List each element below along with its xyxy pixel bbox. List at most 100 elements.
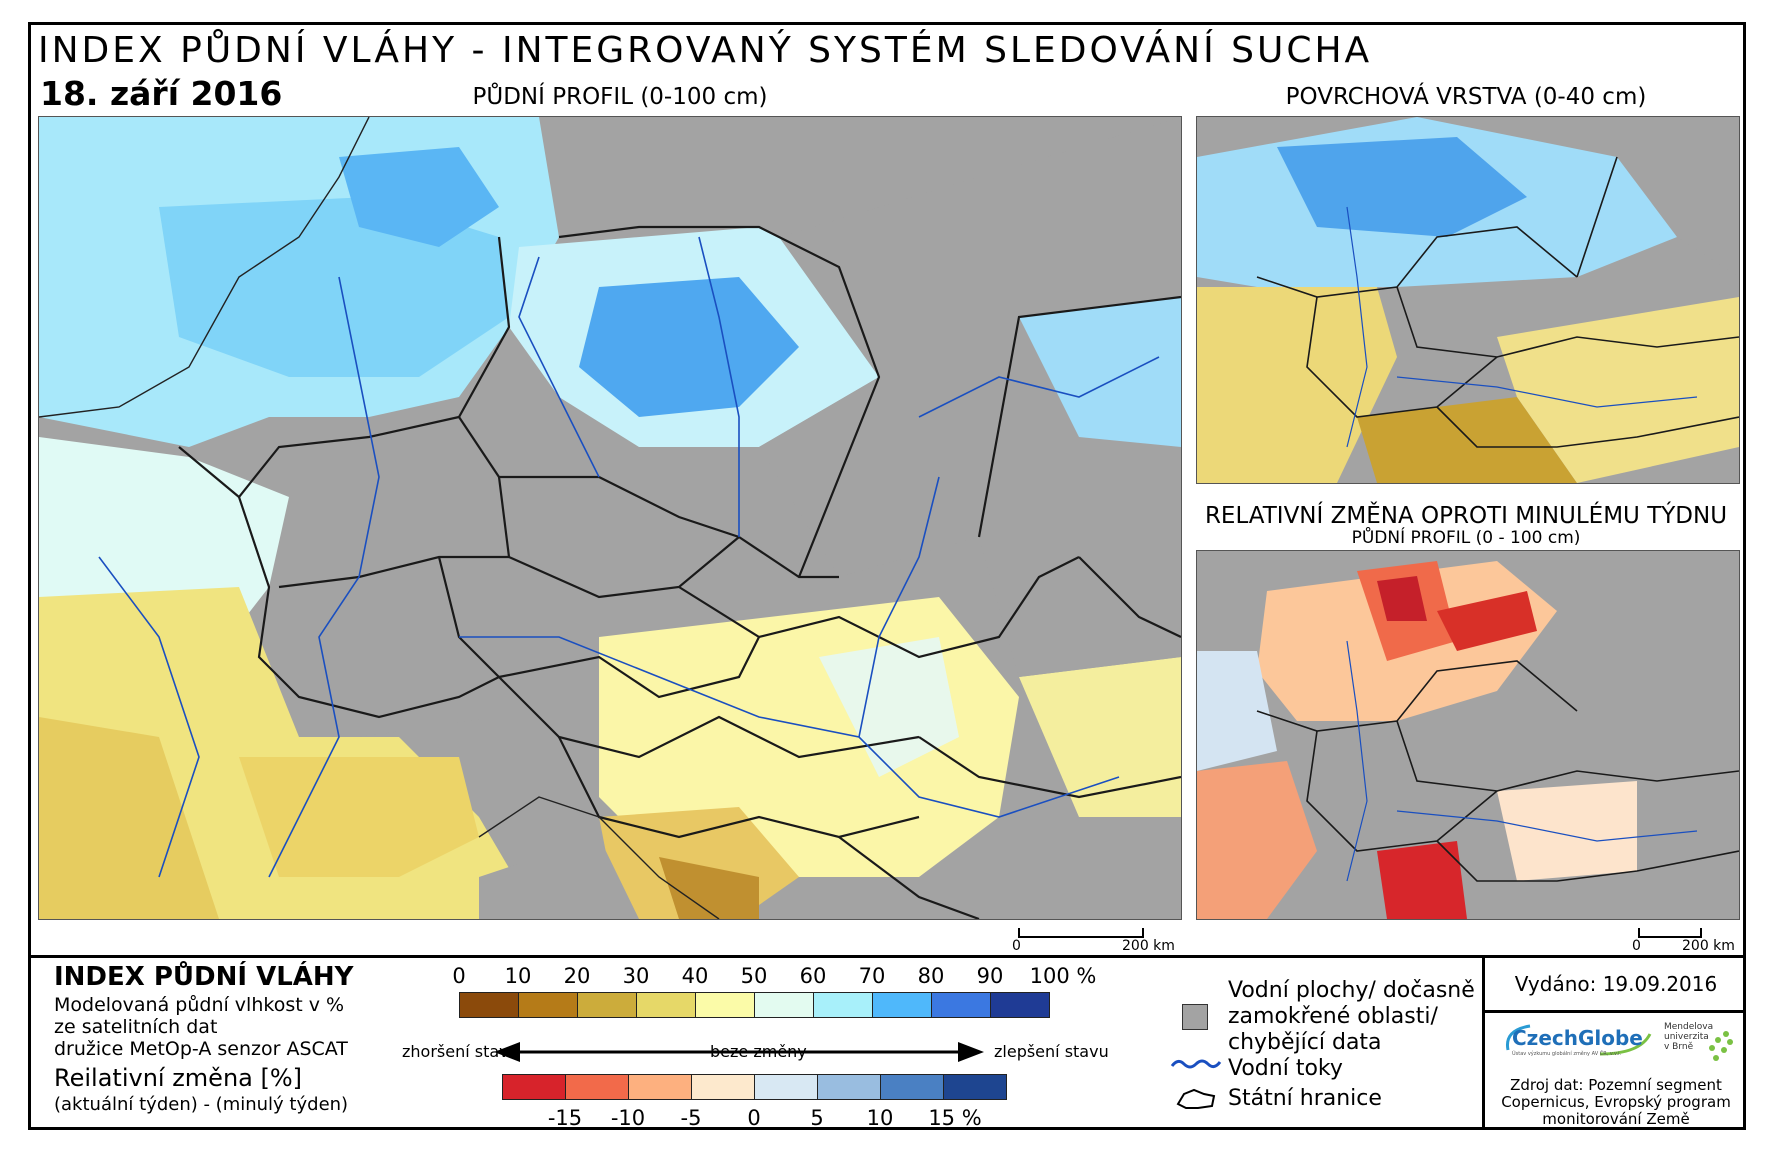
dry-region-romania	[1019, 657, 1181, 817]
source-line-1: Zdroj dat: Pozemní segment	[1510, 1076, 1722, 1094]
czechglobe-subtitle: Ústav výzkumu globální změny AV ČR, v.v.…	[1512, 1051, 1622, 1057]
wet-region-belarus	[1019, 297, 1181, 447]
change-swatch	[943, 1074, 1007, 1100]
borders-label: Státní hranice	[1228, 1086, 1382, 1111]
moisture-swatch	[754, 992, 814, 1018]
legend-desc-1: Modelovaná půdní vlhkost v %	[54, 994, 345, 1016]
czechglobe-logo: CzechGlobe Ústav výzkumu globální změny …	[1500, 1020, 1660, 1060]
mendel-line-3: v Brně	[1664, 1042, 1694, 1052]
figure-frame	[28, 22, 1746, 1130]
nodata-swatch	[1182, 1004, 1208, 1030]
small-scalebar-zero: 0	[1632, 938, 1641, 954]
arrow-left-label: zhoršení stavu	[402, 1042, 519, 1061]
change-scale-label: 0	[747, 1106, 761, 1130]
change-scale-label: 15 %	[928, 1106, 982, 1130]
surface-dry-east	[1497, 297, 1739, 483]
nodata-ukraine	[979, 537, 1181, 677]
moisture-swatch	[459, 992, 519, 1018]
date-label: 18. září 2016	[40, 74, 283, 113]
moisture-swatch	[872, 992, 932, 1018]
change-nodata	[1557, 551, 1739, 751]
legend-desc-2: ze satelitních dat	[54, 1016, 218, 1038]
adriatic-sea	[479, 837, 639, 919]
nodata-east	[759, 117, 1181, 577]
change-scale-label: 5	[810, 1106, 824, 1130]
main-map	[38, 116, 1182, 920]
moisture-scale-label: 60	[799, 964, 827, 988]
change-swatch	[565, 1074, 629, 1100]
legend-separator	[28, 955, 1746, 958]
wet-region-poland-core	[579, 277, 799, 417]
legend-change-desc: (aktuální týden) - (minulý týden)	[54, 1094, 349, 1115]
coastlines	[39, 117, 720, 919]
moisture-scale-label: 90	[976, 964, 1004, 988]
rivers	[98, 236, 1160, 878]
main-scalebar-label: 200 km	[1122, 938, 1175, 954]
change-map-canvas	[1197, 551, 1739, 919]
dry-region-adriatic	[659, 857, 759, 919]
neutral-region-hungary	[819, 637, 959, 777]
source-line-3: monitorování Země	[1542, 1110, 1690, 1128]
moisture-swatch	[577, 992, 637, 1018]
water-label-2: zamokřené oblasti/	[1228, 1004, 1438, 1029]
border-symbol-icon	[1176, 1088, 1216, 1109]
surface-rivers	[1346, 206, 1698, 448]
change-minus15-poland	[1437, 591, 1537, 651]
state-borders	[178, 225, 1181, 919]
change-swatch	[628, 1074, 692, 1100]
moisture-swatch	[813, 992, 873, 1018]
change-scale-label: -10	[610, 1106, 646, 1130]
change-swatch	[880, 1074, 944, 1100]
moisture-swatch	[695, 992, 755, 1018]
main-scalebar	[1018, 928, 1144, 938]
moisture-scale-label: 100 %	[1029, 964, 1097, 988]
source-line-2: Copernicus, Evropský program	[1501, 1093, 1731, 1111]
change-borders	[1256, 660, 1739, 882]
moisture-swatch	[931, 992, 991, 1018]
moisture-scale-label: 80	[917, 964, 945, 988]
water-label-1: Vodní plochy/ dočasně	[1228, 978, 1475, 1003]
change-minus5-southwest	[1197, 761, 1317, 919]
main-map-title: PŮDNÍ PROFIL (0-100 cm)	[472, 84, 768, 110]
surface-dry-west	[1197, 287, 1397, 483]
change-plus5-west	[1197, 651, 1277, 771]
issued-divider	[1482, 1010, 1746, 1013]
mendel-logo: Mendelova univerzita v Brně	[1664, 1022, 1740, 1066]
change-swatch	[502, 1074, 566, 1100]
change-minus15-italy	[1377, 841, 1467, 919]
change-zero-balkans	[1497, 781, 1637, 881]
change-swatch	[754, 1074, 818, 1100]
surface-map	[1196, 116, 1740, 484]
nodata-alps	[299, 637, 499, 737]
change-scale-label: -15	[547, 1106, 583, 1130]
legend-change-title: Reilativní změna [%]	[54, 1064, 303, 1092]
change-rivers	[1346, 640, 1698, 882]
surface-map-title: POVRCHOVÁ VRSTVA (0-40 cm)	[1285, 84, 1647, 110]
moisture-swatch	[518, 992, 578, 1018]
river-symbol-icon	[1170, 1059, 1222, 1069]
water-label-3: chybějící data	[1228, 1030, 1382, 1055]
moisture-scale-label: 30	[622, 964, 650, 988]
dry-region-southwest	[39, 717, 219, 919]
mendel-dots-icon	[1709, 1031, 1733, 1061]
small-scalebar	[1638, 928, 1702, 938]
rivers-label: Vodní toky	[1228, 1056, 1343, 1081]
main-map-canvas	[39, 117, 1181, 919]
moisture-scale-label: 20	[563, 964, 591, 988]
change-scale-label: 10	[866, 1106, 894, 1130]
surface-nodata	[1617, 117, 1739, 277]
arrow-right-label: zlepšení stavu	[994, 1042, 1109, 1061]
wet-region-denmark	[339, 147, 499, 247]
change-swatch	[691, 1074, 755, 1100]
mendel-line-1: Mendelova	[1664, 1022, 1714, 1032]
figure-title: INDEX PŮDNÍ VLÁHY - INTEGROVANÝ SYSTÉM S…	[38, 30, 1373, 71]
mendel-line-2: univerzita	[1664, 1032, 1709, 1042]
small-scalebar-label: 200 km	[1682, 938, 1735, 954]
change-scale-label: -5	[680, 1106, 702, 1130]
surface-map-canvas	[1197, 117, 1739, 483]
dry-region-alps	[239, 757, 479, 877]
moisture-scale-label: 10	[504, 964, 532, 988]
surface-wet-core	[1277, 137, 1527, 237]
main-scalebar-zero: 0	[1012, 938, 1021, 954]
moisture-scale-label: 40	[681, 964, 709, 988]
